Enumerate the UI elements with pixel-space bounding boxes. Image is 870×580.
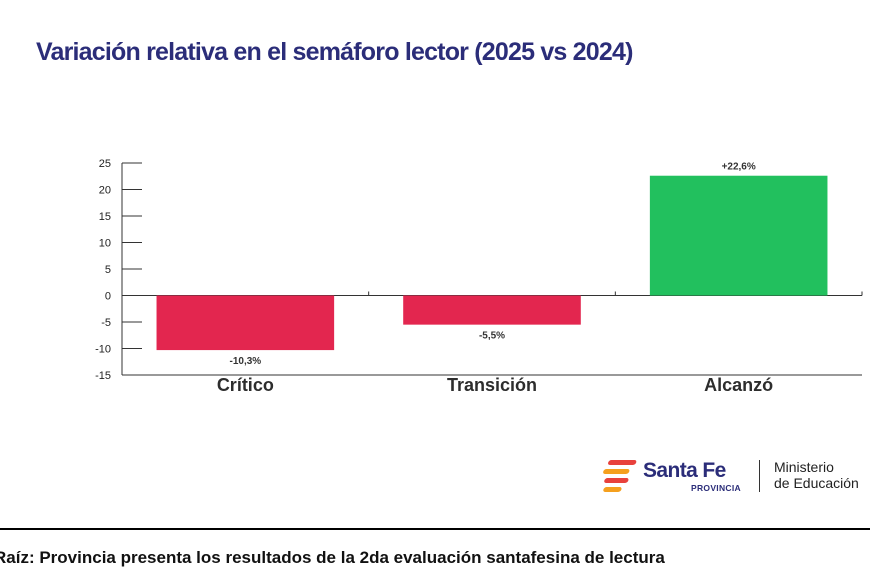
logo-stripe <box>603 469 630 474</box>
bar-chart: 25 20 15 10 5 0 -5 -10 -15 -10,3% Crítico -5,5% Tran… <box>95 158 863 395</box>
brand-subtitle: PROVINCIA <box>691 483 741 493</box>
logo-stripe <box>608 460 637 465</box>
y-tick-label: -5 <box>101 317 111 329</box>
article-caption: Raíz: Provincia presenta los resultados … <box>0 548 665 567</box>
ministry-line-2: de Educación <box>774 475 859 491</box>
y-tick-label: -10 <box>95 344 111 356</box>
bar <box>156 295 335 351</box>
x-tick-label: Crítico <box>217 375 274 395</box>
y-tick-label: 0 <box>105 291 111 303</box>
y-tick-label: 25 <box>99 158 111 170</box>
y-tick-label: 20 <box>99 185 111 197</box>
data-label: +22,6% <box>722 162 756 173</box>
logo-stripe <box>604 478 629 483</box>
x-tick-label: Alcanzó <box>704 375 773 395</box>
logo-stripe <box>603 487 622 492</box>
ministry-name: Ministerio de Educación <box>774 459 859 491</box>
chart-title: Variación relativa en el semáforo lector… <box>36 38 633 66</box>
bar <box>403 295 581 325</box>
data-label: -10,3% <box>229 356 261 367</box>
santa-fe-stripes-icon <box>603 460 637 492</box>
brand-name: Santa Fe <box>643 459 726 482</box>
y-tick-label: 10 <box>99 238 111 250</box>
x-tick-label: Transición <box>447 375 537 395</box>
logo-divider <box>759 460 760 492</box>
caption-divider <box>0 528 870 530</box>
y-tick-label: 5 <box>105 264 111 276</box>
y-tick-label: -15 <box>95 370 111 382</box>
bar <box>649 175 828 296</box>
santa-fe-logo: Santa Fe PROVINCIA Ministerio de Educaci… <box>597 458 870 498</box>
data-label: -5,5% <box>479 331 505 342</box>
ministry-line-1: Ministerio <box>774 459 834 475</box>
y-tick-label: 15 <box>99 211 111 223</box>
